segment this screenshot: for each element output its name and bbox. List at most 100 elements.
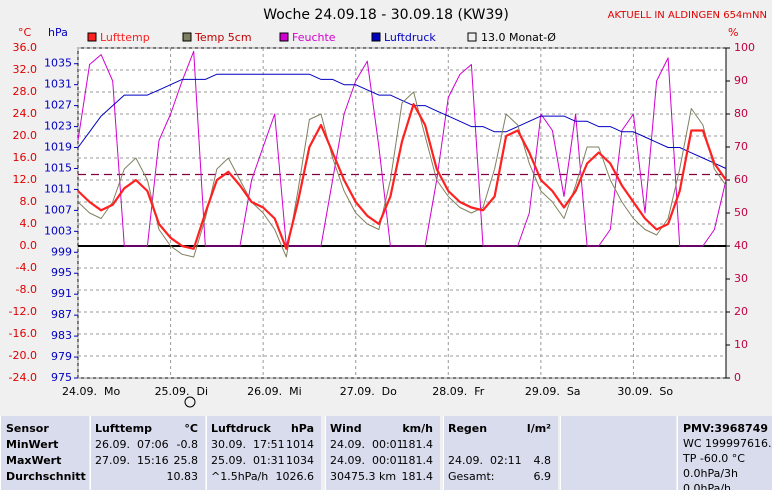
cursor-icon: [184, 396, 196, 408]
table-cell: km/h: [402, 422, 433, 435]
pmv-panel: [677, 416, 772, 490]
y-tick-label: 24.0: [13, 107, 38, 120]
y3-tick-label: 50: [734, 206, 748, 219]
y2-tick-label: 1011: [44, 182, 72, 195]
stat-panel: [206, 416, 321, 490]
table-cell: Gesamt:: [448, 470, 495, 483]
table-cell: 181.4: [401, 470, 434, 483]
stat-panel: [90, 416, 205, 490]
y2-tick-label: 1027: [44, 99, 72, 112]
table-cell: 6.9: [533, 470, 552, 483]
table-cell: 1034: [286, 454, 314, 467]
y-tick-label: -16.0: [9, 327, 37, 340]
table-cell: MinWert: [6, 438, 59, 451]
y2-tick-label: 987: [51, 308, 72, 321]
y-tick-label: 28.0: [13, 85, 38, 98]
y3-tick-label: 40: [734, 239, 748, 252]
legend-label: Luftdruck: [384, 31, 436, 44]
y2-tick-label: 1023: [44, 120, 72, 133]
table-cell: °C: [184, 422, 198, 435]
y-tick-label: 8.0: [20, 195, 38, 208]
y3-axis-unit: %: [728, 26, 738, 39]
station-label: AKTUELL IN ALDINGEN 654mNN: [608, 10, 767, 21]
y2-tick-label: 1035: [44, 57, 72, 70]
series-line: [77, 91, 727, 258]
table-cell: Lufttemp: [95, 422, 152, 435]
y2-tick-label: 999: [51, 245, 72, 258]
y-tick-label: -4.0: [16, 261, 37, 274]
table-cell: -0.8: [176, 438, 198, 451]
y-tick-label: 36.0: [13, 41, 38, 54]
chart: Woche 24.09.18 - 30.09.18 (KW39) AKTUELL…: [9, 7, 767, 408]
legend-label: Temp 5cm: [194, 31, 252, 44]
table-cell: 30.09. 17:51: [211, 438, 285, 451]
table-cell: 4.8: [533, 454, 552, 467]
table-cell: 27.09. 15:16: [95, 454, 169, 467]
y-tick-label: 32.0: [13, 63, 38, 76]
x-tick-label: 29.09. Sa: [525, 385, 581, 398]
x-tick-label: 24.09. Mo: [62, 385, 120, 398]
table-cell: 25.09. 01:31: [211, 454, 285, 467]
x-tick-label: 28.09. Fr: [432, 385, 485, 398]
table-cell: 26.09. 07:06: [95, 438, 169, 451]
y3-tick-label: 70: [734, 140, 748, 153]
table-cell: 24.09. 02:11: [448, 454, 522, 467]
table-cell: 181.4: [401, 454, 434, 467]
legend-label: Feuchte: [292, 31, 336, 44]
table-cell: ^1.5hPa/h: [211, 470, 269, 483]
table-cell: 30475.3 km: [330, 470, 397, 483]
table-cell: TP -60.0 °C: [683, 452, 745, 465]
y2-tick-label: 979: [51, 350, 72, 363]
plot-area: [77, 47, 727, 379]
table-cell: Luftdruck: [211, 422, 271, 435]
table-cell: Durchschnitt: [6, 470, 86, 483]
y2-tick-label: 1007: [44, 203, 72, 216]
table-cell: 25.8: [173, 454, 199, 467]
table-cell: 10.83: [166, 470, 199, 483]
stat-panel: [325, 416, 440, 490]
y-axis-unit: °C: [18, 26, 32, 39]
y2-tick-label: 1019: [44, 141, 72, 154]
sensor-panel: [0, 416, 89, 490]
x-tick-label: 26.09. Mi: [247, 385, 302, 398]
y-tick-label: -8.0: [16, 283, 37, 296]
table-cell: 0.0hPa/h: [683, 482, 732, 490]
legend-label: Lufttemp: [100, 31, 150, 44]
y-tick-label: 20.0: [13, 129, 38, 142]
y-tick-label: 0.0: [20, 239, 38, 252]
table-cell: PMV:3968749: [683, 422, 769, 435]
y2-tick-label: 1015: [44, 161, 72, 174]
series-line: [77, 50, 727, 247]
table-cell: 24.09. 00:01: [330, 454, 404, 467]
table-cell: 0.0hPa/3h: [683, 467, 739, 480]
table-cell: 24.09. 00:01: [330, 438, 404, 451]
legend-swatch: [87, 32, 97, 42]
legend-swatch: [467, 32, 477, 42]
series-line: [77, 103, 727, 250]
y2-tick-label: 1031: [44, 78, 72, 91]
table-cell: Regen: [448, 422, 488, 435]
series-line: [77, 73, 727, 169]
table-cell: l/m²: [526, 422, 551, 435]
y2-tick-label: 1003: [44, 224, 72, 237]
table-cell: Sensor: [6, 422, 49, 435]
y-tick-label: -12.0: [9, 305, 37, 318]
table-cell: hPa: [290, 422, 314, 435]
table-cell: WC 199997616.0: [683, 437, 772, 450]
y2-tick-label: 995: [51, 266, 72, 279]
y3-tick-label: 0: [734, 371, 741, 384]
y-tick-label: 4.0: [20, 217, 38, 230]
empty-panel: [560, 416, 676, 490]
table-cell: MaxWert: [6, 454, 62, 467]
chart-title: Woche 24.09.18 - 30.09.18 (KW39): [263, 7, 509, 23]
stat-panel: [443, 416, 558, 490]
y3-tick-label: 30: [734, 272, 748, 285]
legend-swatch: [182, 32, 192, 42]
y-tick-label: 12.0: [13, 173, 38, 186]
y3-tick-label: 10: [734, 338, 748, 351]
y2-tick-label: 983: [51, 329, 72, 342]
y3-tick-label: 80: [734, 107, 748, 120]
y3-tick-label: 60: [734, 173, 748, 186]
x-tick-label: 27.09. Do: [340, 385, 397, 398]
